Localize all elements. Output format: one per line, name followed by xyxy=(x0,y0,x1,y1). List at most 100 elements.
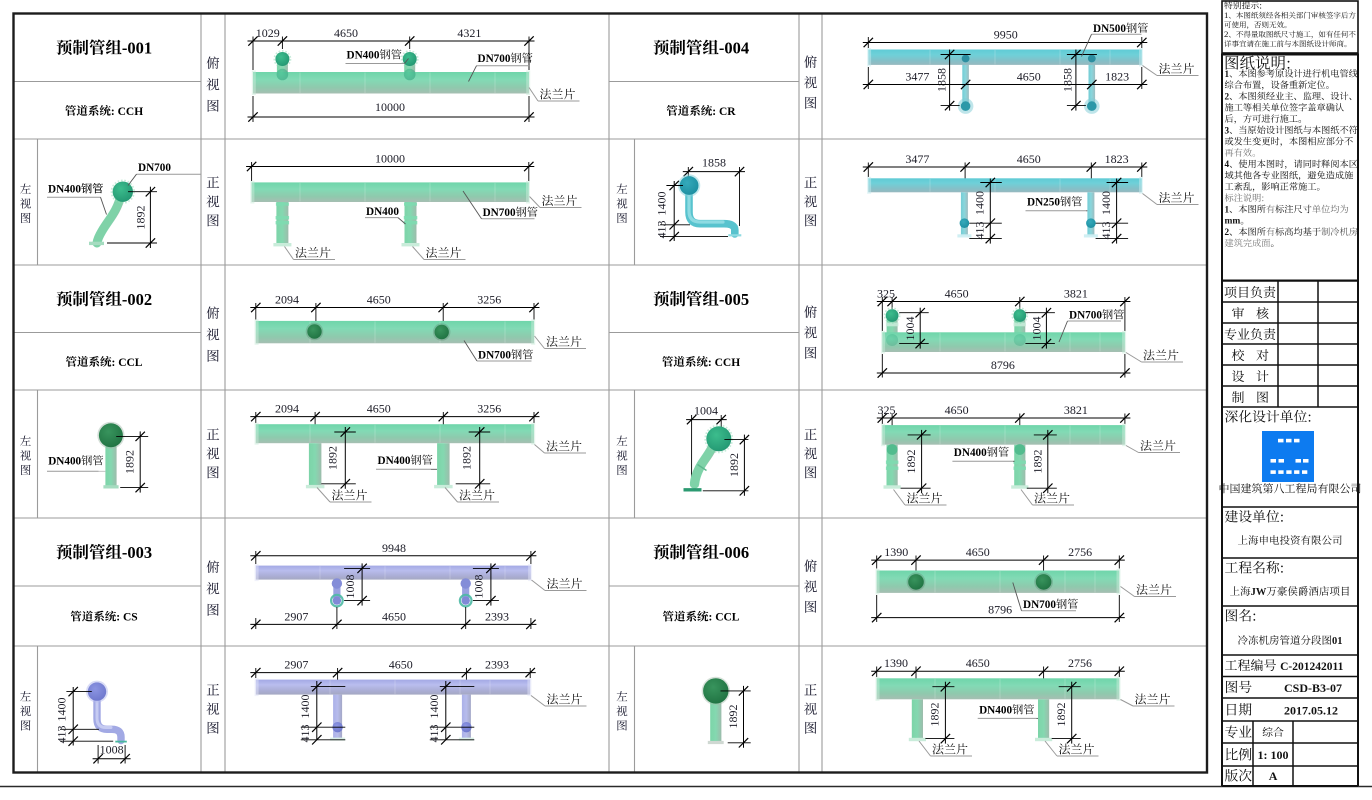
svg-text:4650: 4650 xyxy=(945,403,969,417)
svg-text::: : xyxy=(111,106,115,118)
svg-text:2: 2 xyxy=(1224,29,1228,39)
svg-text:DN700: DN700 xyxy=(1069,310,1102,322)
svg-text:1: 1 xyxy=(1225,69,1230,79)
svg-text:1892: 1892 xyxy=(928,703,942,727)
svg-text:-001: -001 xyxy=(122,39,152,58)
svg-text:DN700: DN700 xyxy=(1023,599,1056,611)
svg-text:1892: 1892 xyxy=(122,450,136,474)
svg-text:CCL: CCL xyxy=(715,612,740,624)
svg-text:4650: 4650 xyxy=(945,287,969,301)
svg-text:1004: 1004 xyxy=(903,317,917,341)
svg-text:4: 4 xyxy=(1225,159,1230,169)
svg-text:1400: 1400 xyxy=(427,695,441,719)
svg-text:JW: JW xyxy=(1251,587,1267,598)
svg-text:1858: 1858 xyxy=(1061,68,1075,92)
svg-text:1: 1 xyxy=(1224,10,1228,20)
svg-text:-006: -006 xyxy=(719,543,749,562)
svg-text:1008: 1008 xyxy=(100,743,124,757)
svg-text:DN400: DN400 xyxy=(48,184,81,196)
svg-text:3477: 3477 xyxy=(905,70,929,84)
svg-text:CCL: CCL xyxy=(118,357,143,369)
svg-text:-003: -003 xyxy=(122,543,152,562)
svg-text:A: A xyxy=(1269,769,1278,783)
svg-text:1892: 1892 xyxy=(1054,703,1068,727)
svg-text:413: 413 xyxy=(54,726,68,744)
svg-text:4650: 4650 xyxy=(1017,152,1041,166)
svg-text:1892: 1892 xyxy=(133,206,147,230)
svg-text:2756: 2756 xyxy=(1068,656,1092,670)
svg-text:413: 413 xyxy=(298,725,312,743)
svg-text:DN700: DN700 xyxy=(138,162,171,174)
svg-text:2: 2 xyxy=(1225,227,1230,237)
svg-text:1892: 1892 xyxy=(904,450,918,474)
svg-text:2094: 2094 xyxy=(275,402,299,416)
svg-text:CSD-B3-07: CSD-B3-07 xyxy=(1284,681,1342,695)
svg-text::: : xyxy=(112,357,116,369)
svg-text:1008: 1008 xyxy=(343,575,357,599)
svg-text:1: 1 xyxy=(1225,204,1230,214)
svg-text:DN500: DN500 xyxy=(1093,23,1126,35)
svg-text:1400: 1400 xyxy=(654,192,668,216)
svg-text:C-201242011: C-201242011 xyxy=(1280,661,1344,673)
svg-text:1390: 1390 xyxy=(884,656,908,670)
svg-text:2393: 2393 xyxy=(485,658,509,672)
svg-text:1004: 1004 xyxy=(1029,317,1043,341)
svg-text:4650: 4650 xyxy=(389,658,413,672)
svg-text:3821: 3821 xyxy=(1064,287,1088,301)
svg-text:4321: 4321 xyxy=(457,26,481,40)
svg-text:CR: CR xyxy=(719,106,736,118)
svg-text:3256: 3256 xyxy=(477,293,501,307)
svg-text:1: 100: 1: 100 xyxy=(1258,748,1289,762)
svg-text:3477: 3477 xyxy=(905,152,929,166)
svg-text:-002: -002 xyxy=(122,290,152,309)
svg-text:1858: 1858 xyxy=(702,156,726,170)
svg-text:413: 413 xyxy=(973,222,987,240)
svg-text:01: 01 xyxy=(1332,636,1343,647)
svg-text:DN400: DN400 xyxy=(954,447,987,459)
svg-text:1004: 1004 xyxy=(694,404,718,418)
svg-text:1029: 1029 xyxy=(256,26,280,40)
svg-text:1823: 1823 xyxy=(1105,70,1129,84)
svg-text::: : xyxy=(116,612,120,624)
svg-text:1390: 1390 xyxy=(884,545,908,559)
svg-text:3: 3 xyxy=(1225,125,1230,135)
svg-text:DN700: DN700 xyxy=(478,350,511,362)
svg-text:8796: 8796 xyxy=(991,358,1015,372)
svg-text:413: 413 xyxy=(654,221,668,239)
svg-text:4650: 4650 xyxy=(966,545,990,559)
svg-text:2: 2 xyxy=(1225,91,1230,101)
svg-text:1892: 1892 xyxy=(325,446,339,470)
svg-text:4650: 4650 xyxy=(382,609,406,623)
svg-text:1400: 1400 xyxy=(298,695,312,719)
svg-text:2094: 2094 xyxy=(275,293,299,307)
svg-text:3256: 3256 xyxy=(477,402,501,416)
svg-text:CCH: CCH xyxy=(118,106,144,118)
svg-text:1008: 1008 xyxy=(472,575,486,599)
svg-text:1892: 1892 xyxy=(727,453,741,477)
svg-text:325: 325 xyxy=(878,403,896,417)
svg-text::: : xyxy=(712,106,716,118)
svg-text:DN700: DN700 xyxy=(478,53,511,65)
svg-text:1858: 1858 xyxy=(934,68,948,92)
svg-text:CCH: CCH xyxy=(715,357,741,369)
svg-text:-005: -005 xyxy=(719,290,749,309)
svg-text::: : xyxy=(709,612,713,624)
svg-text:413: 413 xyxy=(427,725,441,743)
svg-text:10000: 10000 xyxy=(375,100,405,114)
svg-text:1892: 1892 xyxy=(726,705,740,729)
svg-text:4650: 4650 xyxy=(334,26,358,40)
svg-text:DN400: DN400 xyxy=(366,206,399,218)
svg-text:CS: CS xyxy=(123,612,138,624)
svg-text:DN400: DN400 xyxy=(48,456,81,468)
svg-text:4650: 4650 xyxy=(367,402,391,416)
svg-text:2907: 2907 xyxy=(284,658,308,672)
svg-text::: : xyxy=(708,357,712,369)
svg-text:4650: 4650 xyxy=(966,656,990,670)
svg-text:3821: 3821 xyxy=(1064,403,1088,417)
svg-text:-004: -004 xyxy=(719,39,749,58)
svg-text:2907: 2907 xyxy=(284,609,308,623)
svg-text:2756: 2756 xyxy=(1068,545,1092,559)
svg-text:413: 413 xyxy=(1099,222,1113,240)
svg-text:mm: mm xyxy=(1225,217,1241,227)
svg-text:325: 325 xyxy=(877,287,895,301)
